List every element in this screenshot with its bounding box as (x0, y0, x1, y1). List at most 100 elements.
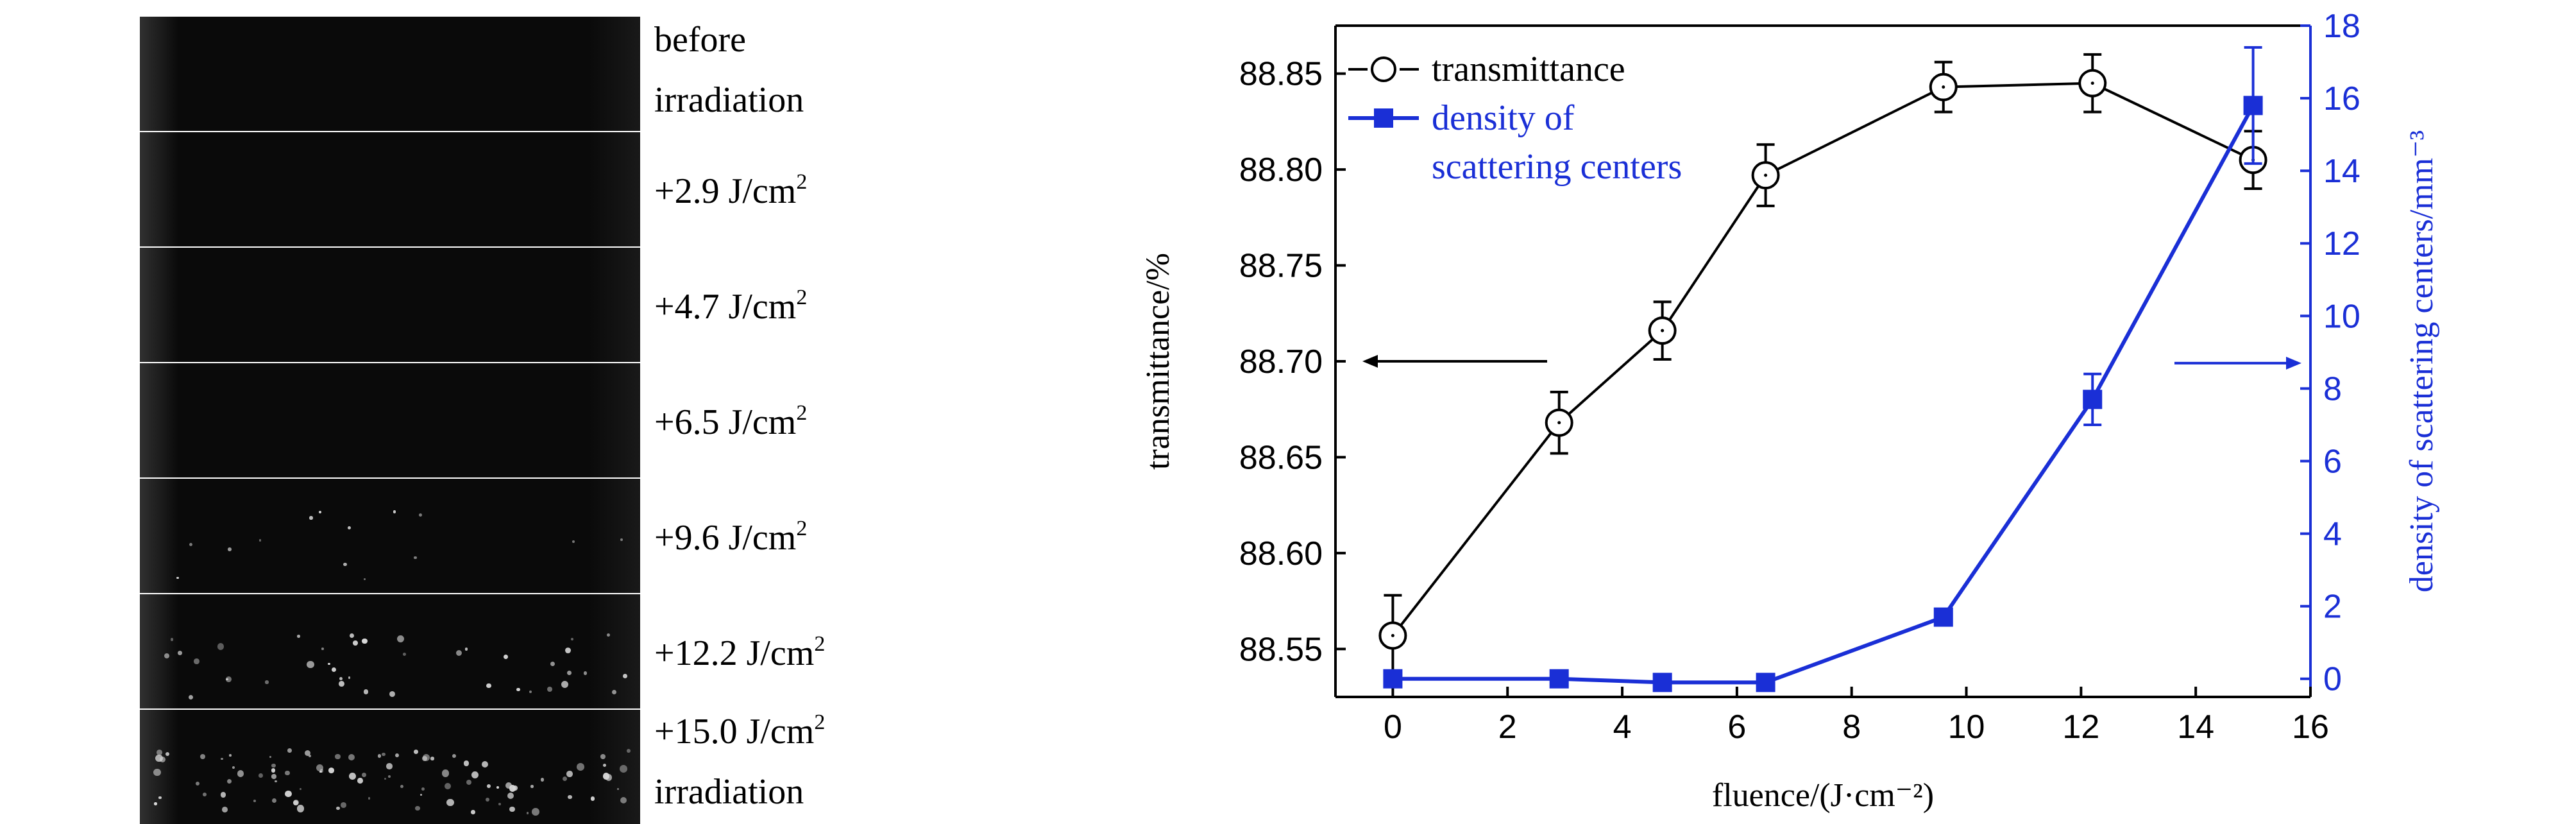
x-tick-label: 4 (1613, 708, 1632, 746)
scattering-speck (444, 783, 451, 790)
x-tick-label: 14 (2177, 708, 2214, 746)
scattering-speck (155, 754, 163, 762)
scattering-speck (516, 687, 520, 692)
scattering-speck (577, 762, 584, 771)
scattering-speck (271, 798, 277, 803)
y-right-tick-label: 14 (2323, 153, 2360, 190)
y-right-axis-title: density of scattering centers/mm⁻³ (2403, 130, 2440, 592)
scattering-speck (332, 667, 337, 672)
scattering-speck (561, 680, 569, 689)
scattering-speck (165, 752, 170, 757)
x-tick-label: 8 (1842, 708, 1861, 746)
scattering-speck (296, 634, 300, 638)
strip-label: before irradiation (654, 20, 804, 120)
irradiation-image-strip (140, 363, 640, 477)
scattering-speck (526, 812, 529, 814)
y-right-tick-label: 16 (2323, 80, 2360, 117)
x-tick-label: 10 (1948, 708, 1985, 746)
scattering-speck (319, 510, 322, 513)
scattering-speck (622, 673, 628, 679)
scattering-speck (384, 777, 386, 780)
y-right-tick-label: 6 (2323, 443, 2342, 480)
scattering-speck (275, 780, 277, 783)
scattering-speck (304, 750, 311, 757)
scattering-speck (617, 788, 620, 791)
scattering-speck (486, 784, 491, 788)
scattering-speck (349, 773, 357, 780)
scattering-speck (455, 649, 462, 657)
scattering-speck (452, 754, 456, 759)
scattering-speck (626, 749, 631, 753)
scattering-speck (335, 753, 341, 760)
scattering-speck (348, 753, 355, 760)
scattering-speck (507, 792, 514, 800)
scattering-speck (348, 526, 352, 530)
scattering-speck (232, 766, 235, 769)
scattering-speck (513, 785, 518, 791)
scattering-speck (388, 775, 391, 778)
series-line (1393, 104, 2255, 685)
scattering-speck (600, 753, 606, 759)
scattering-speck (285, 770, 291, 776)
scattering-speck (421, 787, 425, 791)
y-right-tick-label: 10 (2323, 298, 2360, 335)
transmittance-point-dot (1764, 173, 1768, 177)
irradiation-image-strip (140, 594, 640, 708)
scattering-speck (394, 753, 399, 757)
scattering-speck (269, 756, 271, 759)
scattering-speck (357, 778, 363, 784)
x-tick-label: 2 (1498, 708, 1517, 746)
scattering-speck (300, 787, 302, 790)
scattering-speck (413, 749, 418, 754)
y-left-axis-title: transmittance/% (1140, 253, 1176, 470)
scattering-speck (349, 633, 355, 639)
scattering-speck (466, 780, 472, 785)
scattering-speck (271, 764, 276, 768)
y-left-tick-label: 88.85 (1239, 56, 1323, 93)
x-tick-label: 16 (2292, 708, 2329, 746)
strip-label: +6.5 J/cm2 (654, 401, 808, 443)
scattering-speck (572, 540, 575, 544)
scattering-speck (547, 687, 552, 692)
irradiation-image-strip (140, 17, 640, 131)
scattering-speck (253, 799, 256, 802)
scattering-speck (229, 754, 232, 757)
scattering-speck (464, 648, 468, 651)
x-axis-title: fluence/(J·cm⁻²) (1712, 777, 1934, 814)
scattering-speck (221, 757, 224, 760)
scattering-speck (195, 781, 200, 786)
density-point (1383, 669, 1403, 689)
scattering-speck (421, 756, 427, 762)
scattering-speck (583, 671, 588, 675)
scattering-speck (532, 808, 539, 816)
scattering-speck (271, 774, 276, 779)
scattering-speck (296, 805, 305, 812)
scattering-speck (550, 662, 555, 666)
scattering-speck (258, 539, 262, 542)
left-axis-arrow-head (1362, 355, 1378, 368)
scattering-speck (441, 769, 450, 777)
scattering-speck (221, 792, 226, 798)
scattering-speck (389, 691, 396, 697)
scattering-speck (287, 748, 292, 753)
scattering-speck (485, 797, 490, 802)
scattering-speck (503, 654, 508, 659)
scattering-speck (570, 638, 573, 640)
scattering-speck (335, 806, 340, 811)
density-point (1756, 673, 1775, 692)
scattering-speck (227, 547, 232, 551)
y-left-tick-label: 88.65 (1239, 439, 1323, 476)
density-point (2243, 96, 2263, 116)
transmittance-point-dot (2090, 82, 2094, 85)
scattering-speck (226, 676, 232, 682)
density-point (1549, 669, 1569, 689)
scattering-speck (343, 563, 347, 567)
density-point (2083, 390, 2103, 409)
scattering-speck (222, 806, 228, 812)
scattering-speck (328, 662, 330, 665)
irradiation-image-panel: before irradiation +2.9 J/cm2 +4.7 J/cm2 +6.… (0, 0, 898, 824)
y-left-tick-label: 88.70 (1239, 343, 1323, 381)
scattering-speck (418, 513, 422, 517)
y-left-tick-label: 88.80 (1239, 151, 1323, 189)
